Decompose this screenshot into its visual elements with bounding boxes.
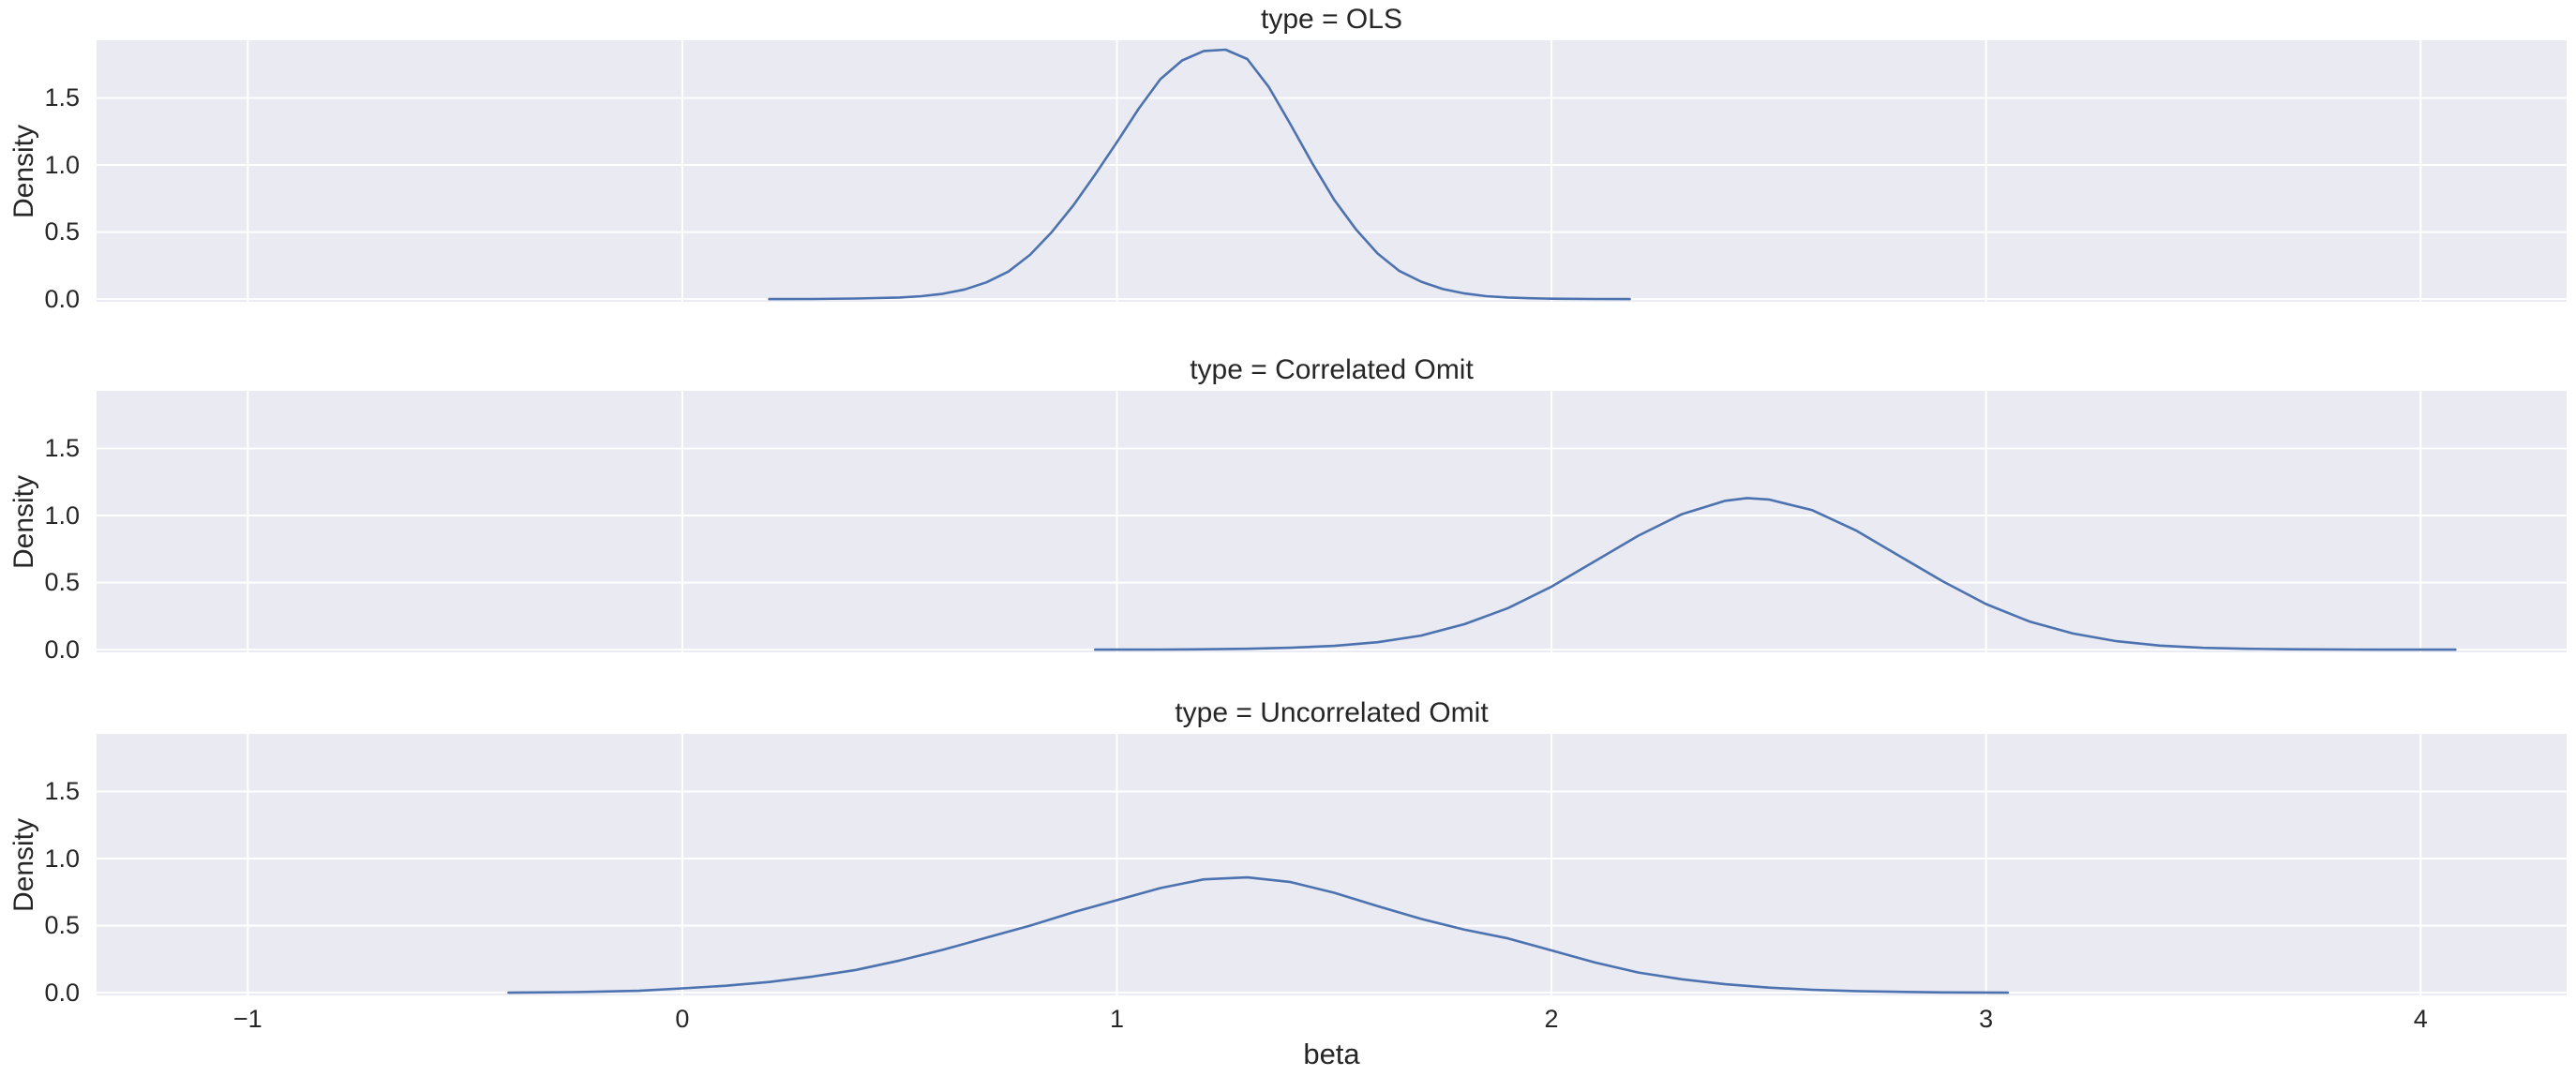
y-tick-label: 1.0 — [44, 150, 80, 179]
density-plot-correlated-omit — [97, 391, 2567, 652]
y-tick-label: 1.0 — [44, 844, 80, 873]
y-tick-label: 1.5 — [44, 434, 80, 462]
y-tick-label: 0.0 — [44, 635, 80, 664]
density-curve — [507, 875, 2010, 994]
facet-title-ols: type = OLS — [1261, 4, 1402, 35]
x-tick-label: 0 — [675, 1005, 690, 1033]
x-tick-label: 3 — [1979, 1005, 1994, 1033]
y-tick-label: 0.0 — [44, 978, 80, 1007]
y-tick-label: 0.0 — [44, 284, 80, 313]
facet-panel-ols — [97, 40, 2567, 302]
facet-panel-uncorrelated-omit — [97, 734, 2567, 995]
y-tick-label: 1.0 — [44, 501, 80, 530]
facet-title-uncorrelated-omit: type = Uncorrelated Omit — [1175, 697, 1489, 728]
y-tick-label: 0.5 — [44, 568, 80, 597]
facet-title-correlated-omit: type = Correlated Omit — [1190, 354, 1474, 385]
x-tick-label: 1 — [1109, 1005, 1124, 1033]
y-tick-label: 1.5 — [44, 777, 80, 805]
y-tick-label: 0.5 — [44, 217, 80, 247]
density-plot-uncorrelated-omit — [97, 734, 2567, 995]
x-axis-label: beta — [1303, 1038, 1360, 1070]
density-curve — [1094, 497, 2457, 651]
density-plot-ols — [97, 40, 2567, 302]
x-tick-label: −1 — [232, 1005, 262, 1033]
y-tick-label: 1.5 — [44, 83, 80, 112]
x-tick-label: 4 — [2413, 1005, 2428, 1033]
density-curve — [768, 48, 1631, 301]
x-tick-label: 2 — [1544, 1005, 1559, 1033]
facet-panel-correlated-omit — [97, 391, 2567, 652]
y-tick-label: 0.5 — [44, 911, 80, 940]
